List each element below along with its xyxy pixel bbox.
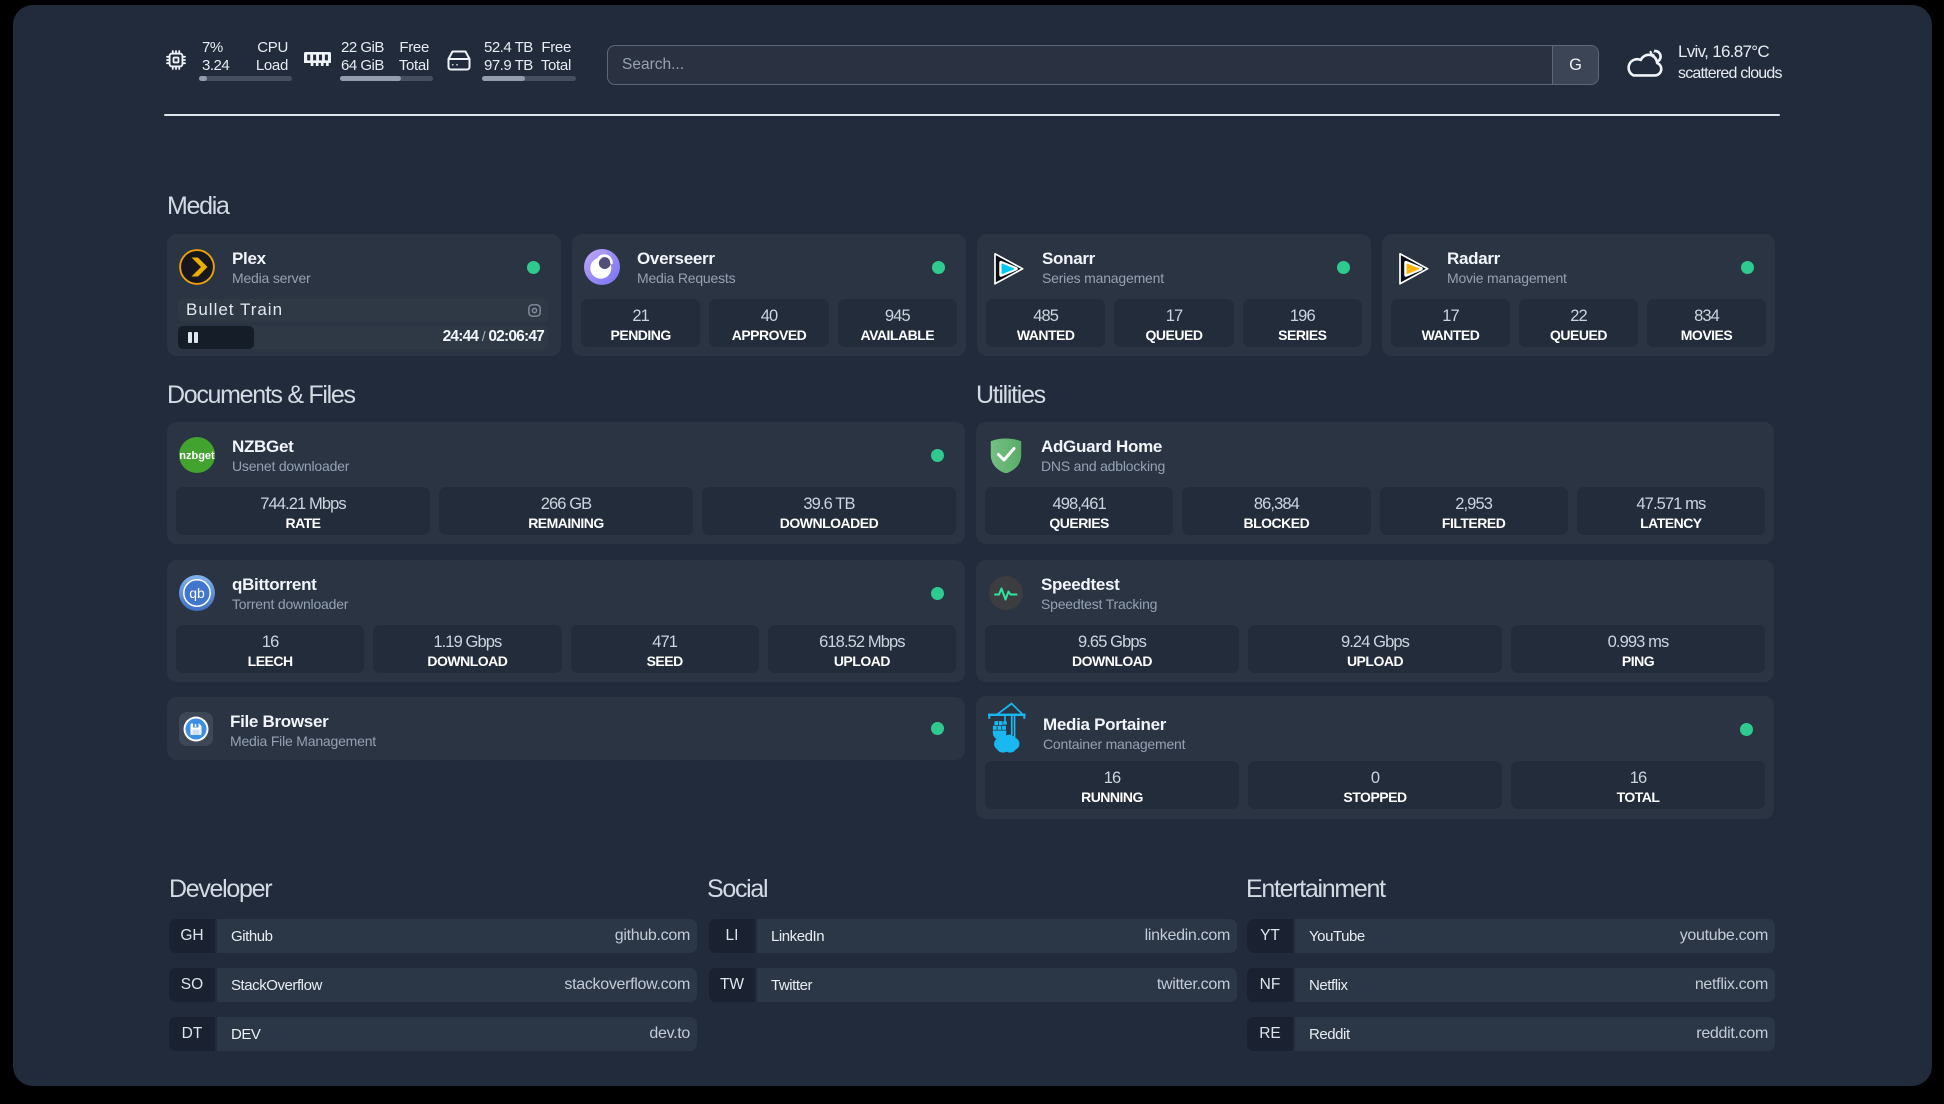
svg-text:nzbget: nzbget bbox=[179, 450, 215, 462]
svg-text:qb: qb bbox=[189, 585, 205, 601]
